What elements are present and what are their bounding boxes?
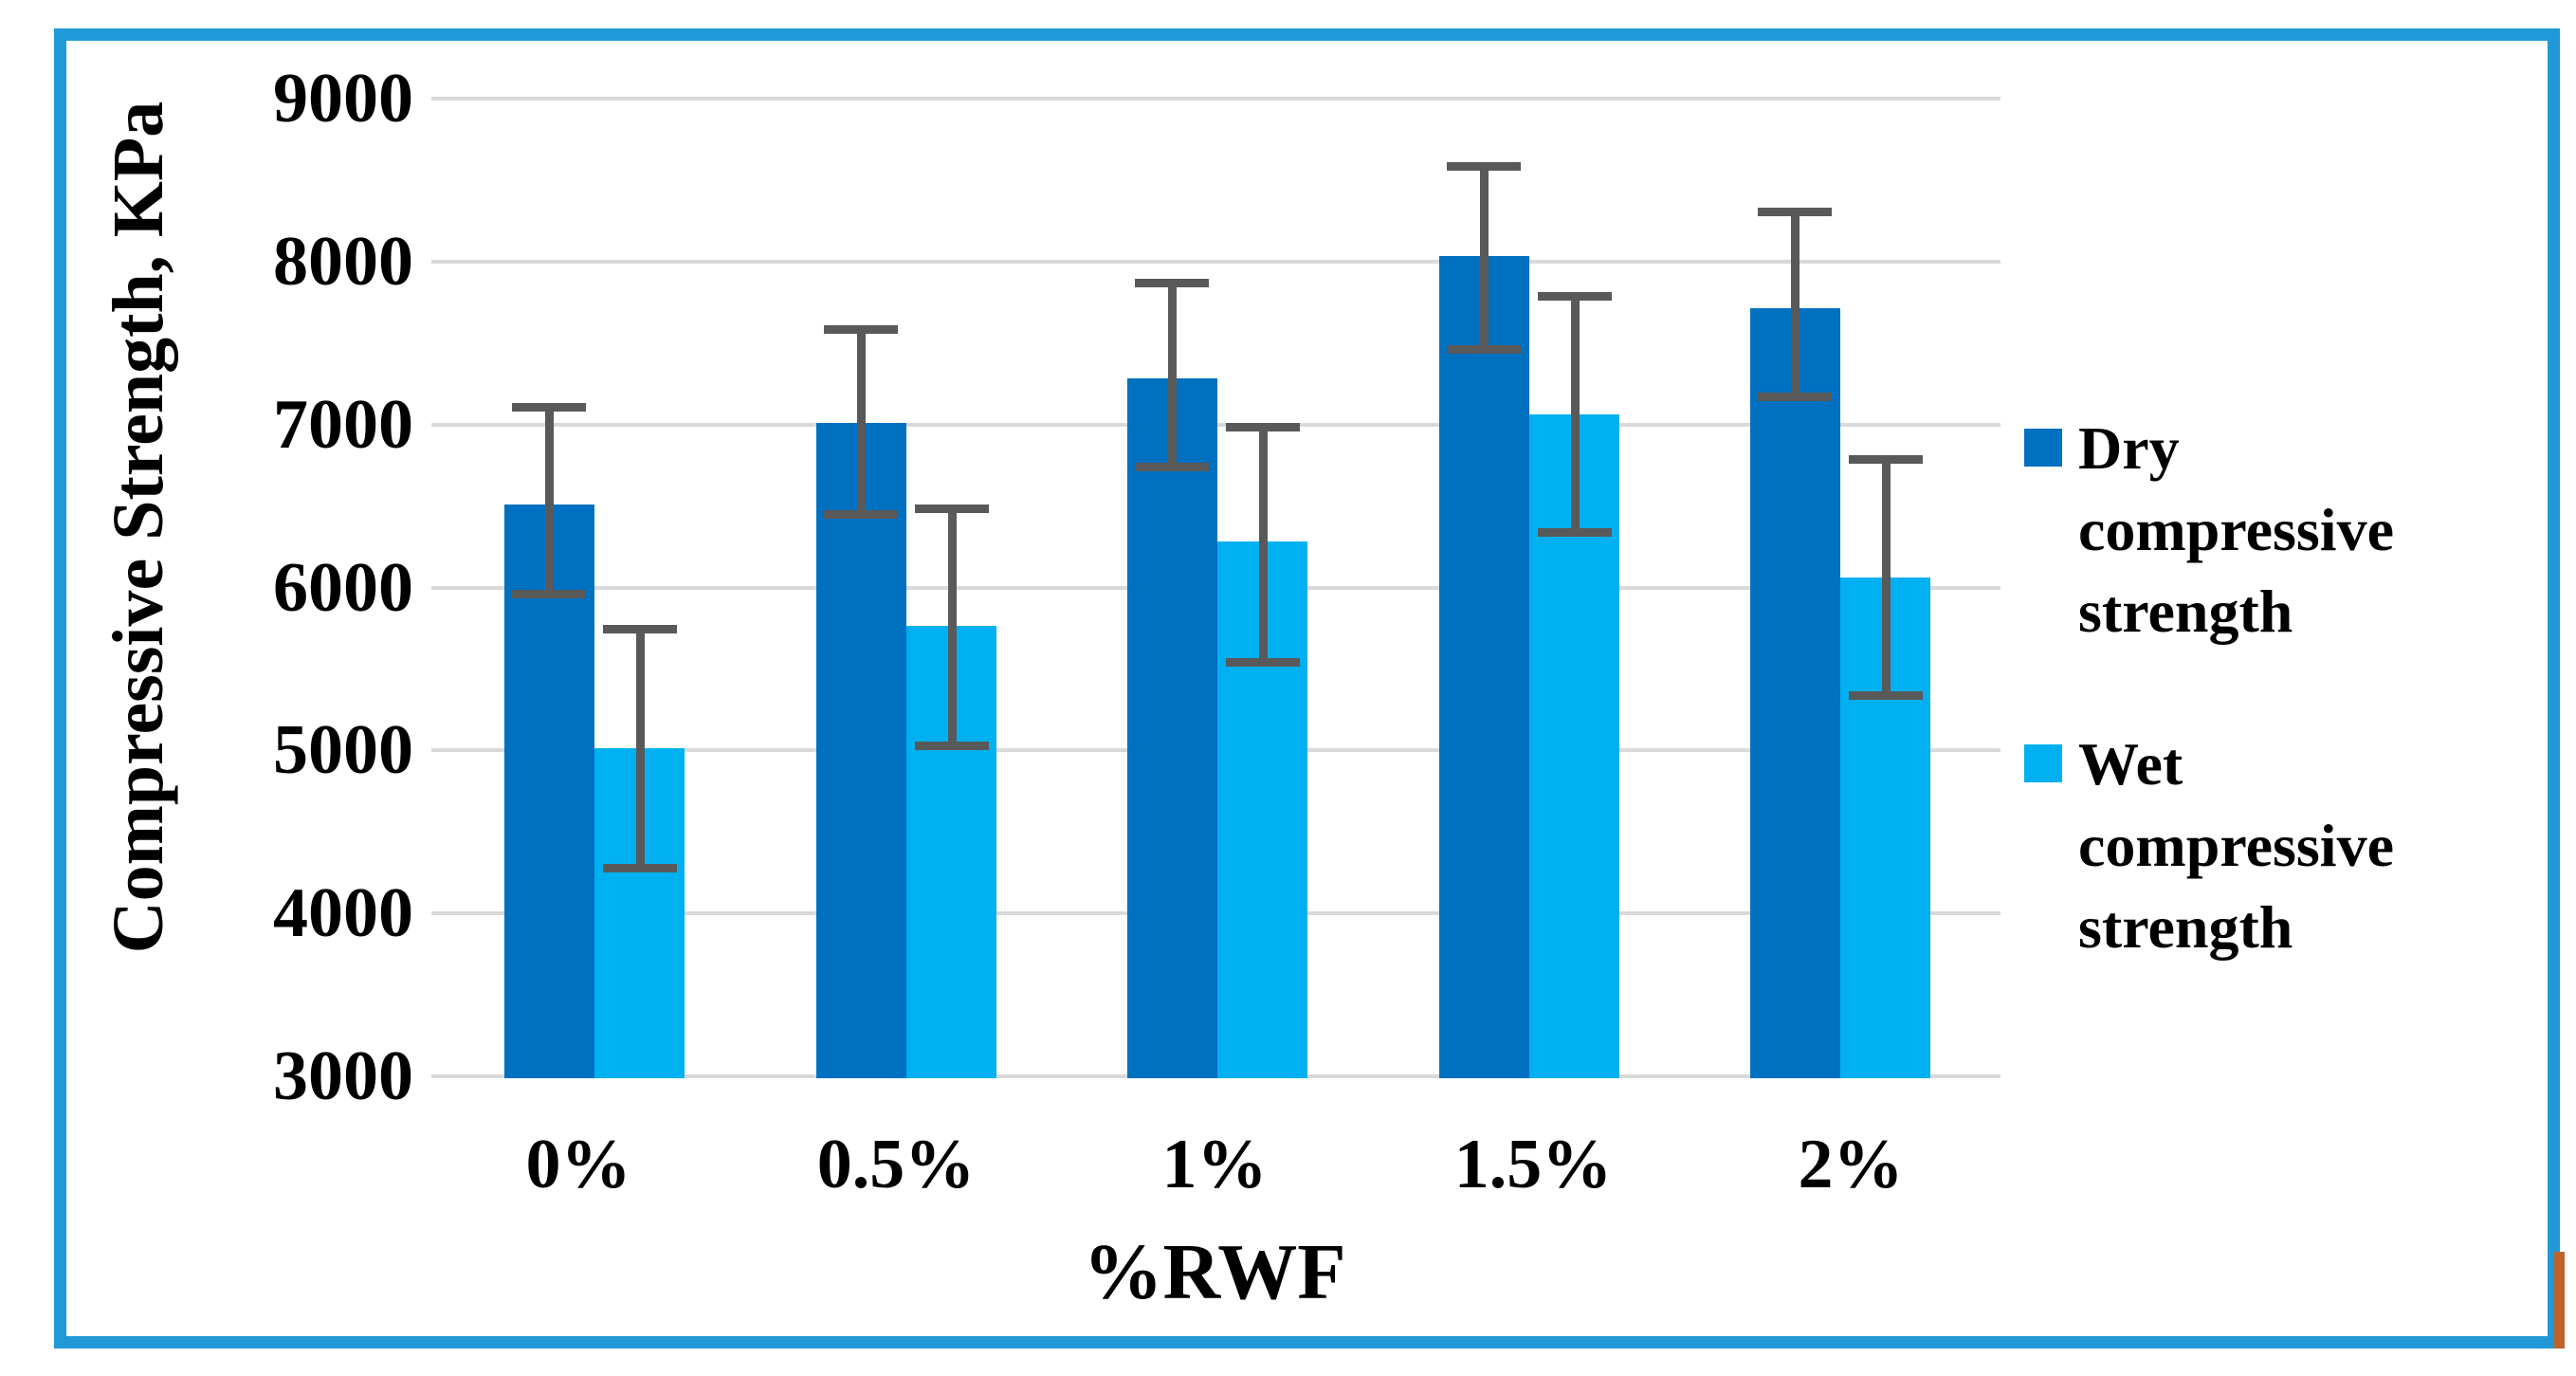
y-axis-tick-label: 9000 — [273, 60, 413, 138]
error-bar-wet-0% — [603, 624, 677, 872]
error-bar-part — [1258, 422, 1268, 668]
gridline — [431, 97, 2001, 101]
error-bar-part — [1167, 279, 1177, 472]
error-bar-part — [544, 403, 554, 599]
edge-artifact-line — [2554, 1252, 2565, 1348]
error-bar-dry-2% — [1758, 207, 1832, 402]
error-bar-dry-1% — [1135, 279, 1209, 472]
error-bar-part — [947, 504, 957, 751]
y-axis-tick-label: 3000 — [273, 1037, 413, 1115]
y-axis-tick-label: 7000 — [273, 385, 413, 464]
y-axis-title: Compressive Strength, KPa — [99, 101, 178, 954]
error-bar-part — [1881, 455, 1891, 700]
y-axis-tick-label: 6000 — [273, 548, 413, 627]
bar-dry-0% — [504, 504, 594, 1078]
legend-label-wet: Wet compressive strength — [2078, 730, 2394, 961]
x-axis-tick-label: 1.5% — [1453, 1126, 1613, 1203]
legend-swatch-wet — [2024, 744, 2062, 782]
error-bar-part — [1790, 207, 1800, 402]
x-axis-tick-label: 1% — [1161, 1126, 1268, 1203]
y-axis-tick-label: 8000 — [273, 222, 413, 301]
y-axis-tick-label: 5000 — [273, 711, 413, 790]
x-axis-tick-label: 0.5% — [816, 1126, 976, 1203]
error-bar-wet-1.5% — [1538, 292, 1612, 537]
error-bar-part — [856, 324, 866, 520]
legend-label-dry: Dry compressive strength — [2078, 414, 2394, 645]
error-bar-dry-1.5% — [1447, 161, 1521, 355]
error-bar-part — [1570, 292, 1580, 537]
y-axis-tick-label: 4000 — [273, 874, 413, 953]
x-axis-tick-label: 0% — [525, 1126, 631, 1203]
bar-dry-2% — [1750, 308, 1840, 1078]
x-axis-tick-label: 2% — [1798, 1126, 1904, 1203]
bar-dry-0.5% — [816, 422, 906, 1078]
error-bar-wet-2% — [1849, 455, 1923, 700]
bar-dry-1% — [1127, 378, 1217, 1078]
legend-swatch-dry — [2024, 429, 2062, 467]
chart-border — [54, 28, 2560, 1348]
error-bar-part — [1479, 161, 1489, 355]
error-bar-part — [635, 624, 645, 872]
error-bar-wet-0.5% — [915, 504, 989, 751]
error-bar-dry-0% — [512, 403, 586, 599]
bar-dry-1.5% — [1439, 256, 1529, 1078]
error-bar-wet-1% — [1226, 422, 1300, 668]
gridline — [431, 259, 2001, 264]
error-bar-dry-0.5% — [824, 324, 898, 520]
x-axis-title: %RWF — [1083, 1228, 1346, 1316]
